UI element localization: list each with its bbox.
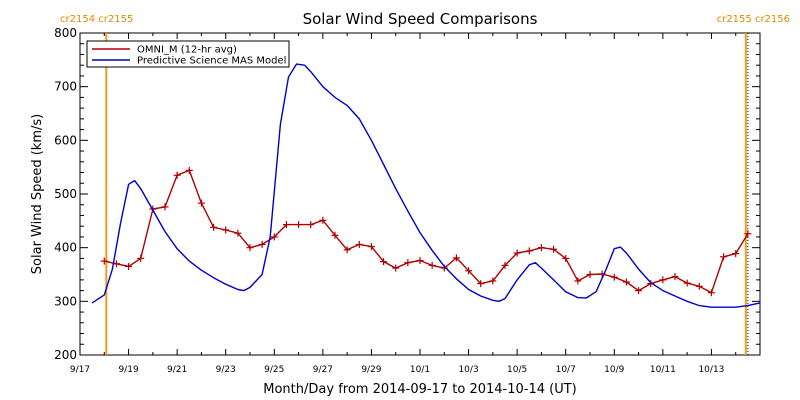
plot-frame	[79, 32, 761, 356]
series-omni-point	[185, 166, 193, 174]
x-tick-label: 10/5	[507, 365, 527, 375]
x-tick-label: 9/27	[313, 365, 333, 375]
legend-box	[86, 40, 290, 68]
legend: OMNI_M (12-hr avg)Predictive Science MAS…	[86, 40, 290, 68]
series-omni-point	[197, 199, 205, 207]
y-tick-label: 500	[54, 187, 77, 201]
series-omni-point	[550, 245, 558, 253]
carrington-marker-label: cr2154 cr2155	[60, 14, 133, 25]
series-omni-point	[659, 276, 667, 284]
axes: 200 300 400 500 600 700 800 9/17 9/19 9/21 9/23 9/2…	[54, 26, 761, 375]
x-tick-label: 10/7	[556, 365, 576, 375]
series-omni-point	[100, 257, 108, 265]
series-omni-point	[489, 277, 497, 285]
series-omni-point	[465, 267, 473, 275]
x-tick-label: 10/3	[458, 365, 478, 375]
y-tick-label: 200	[54, 348, 77, 362]
series-omni-point	[258, 240, 266, 248]
y-tick-label: 800	[54, 26, 77, 40]
x-tick-label: 10/13	[698, 365, 724, 375]
series-omni-point	[137, 254, 145, 262]
x-tick-label: 9/25	[264, 365, 284, 375]
series-omni-point	[720, 253, 728, 261]
carrington-markers: cr2154 cr2155 cr2155 cr2156	[60, 14, 790, 355]
series-omni-point	[380, 258, 388, 266]
series-omni-point	[307, 221, 315, 229]
y-tick-label: 600	[54, 133, 77, 147]
series-omni-point	[246, 244, 254, 252]
x-tick-label: 10/1	[410, 365, 430, 375]
series-omni-point	[586, 271, 594, 278]
series-mas-model-line	[91, 63, 761, 308]
series-omni-point	[562, 254, 570, 262]
series-omni-point	[392, 264, 400, 272]
series-omni-point	[732, 250, 740, 258]
series-omni-point	[319, 216, 327, 224]
series-omni-point	[343, 246, 351, 254]
series-omni-point	[282, 221, 290, 229]
series-omni-point	[574, 277, 582, 285]
series-omni-point	[610, 273, 618, 281]
legend-label: OMNI_M (12-hr avg)	[137, 45, 237, 56]
series-omni-point	[635, 287, 643, 295]
series-omni-point	[355, 240, 363, 248]
x-tick-label: 9/29	[361, 365, 381, 375]
series-omni-point	[416, 257, 424, 265]
series-omni-point	[270, 233, 278, 241]
series-omni-point	[234, 229, 242, 237]
series-omni-point	[428, 261, 436, 269]
x-axis-label: Month/Day from 2014-09-17 to 2014-10-14 …	[263, 382, 576, 397]
series-omni-point	[537, 244, 545, 252]
y-axis-label: Solar Wind Speed (km/s)	[30, 114, 45, 274]
legend-label: Predictive Science MAS Model	[137, 56, 286, 67]
series-omni-point	[744, 230, 752, 238]
series-omni-point	[295, 221, 303, 229]
series-omni-point	[683, 279, 691, 287]
series-omni-point	[695, 282, 703, 290]
series-omni-point	[513, 249, 521, 257]
series-omni-line	[104, 169, 749, 294]
series-omni-point	[671, 273, 679, 281]
chart-title: Solar Wind Speed Comparisons	[303, 10, 538, 28]
series-omni-point	[501, 261, 509, 269]
series-omni-point	[112, 260, 120, 268]
series-omni-point	[452, 254, 460, 262]
x-tick-label: 10/11	[650, 365, 676, 375]
x-tick-label: 9/21	[167, 365, 187, 375]
series-layer	[91, 63, 761, 308]
x-tick-label: 9/23	[216, 365, 236, 375]
y-tick-label: 400	[54, 241, 77, 255]
y-tick-label: 700	[54, 80, 77, 94]
series-omni-point	[367, 243, 375, 251]
series-omni-point	[404, 259, 412, 267]
x-tick-label: 10/9	[604, 365, 624, 375]
x-tick-label: 9/17	[70, 365, 90, 375]
series-omni-point	[525, 247, 533, 255]
series-omni-point	[161, 203, 169, 211]
y-tick-label: 300	[54, 294, 77, 308]
series-omni-point	[210, 223, 218, 231]
series-omni-point	[222, 226, 230, 234]
series-omni-point	[173, 171, 181, 179]
x-tick-label: 9/19	[118, 365, 138, 375]
series-omni-point	[707, 289, 715, 297]
carrington-marker-label: cr2155 cr2156	[717, 14, 790, 25]
series-omni-point	[125, 262, 133, 270]
series-omni-point	[622, 278, 630, 286]
series-omni-point	[477, 280, 485, 288]
series-omni-point	[331, 231, 339, 239]
